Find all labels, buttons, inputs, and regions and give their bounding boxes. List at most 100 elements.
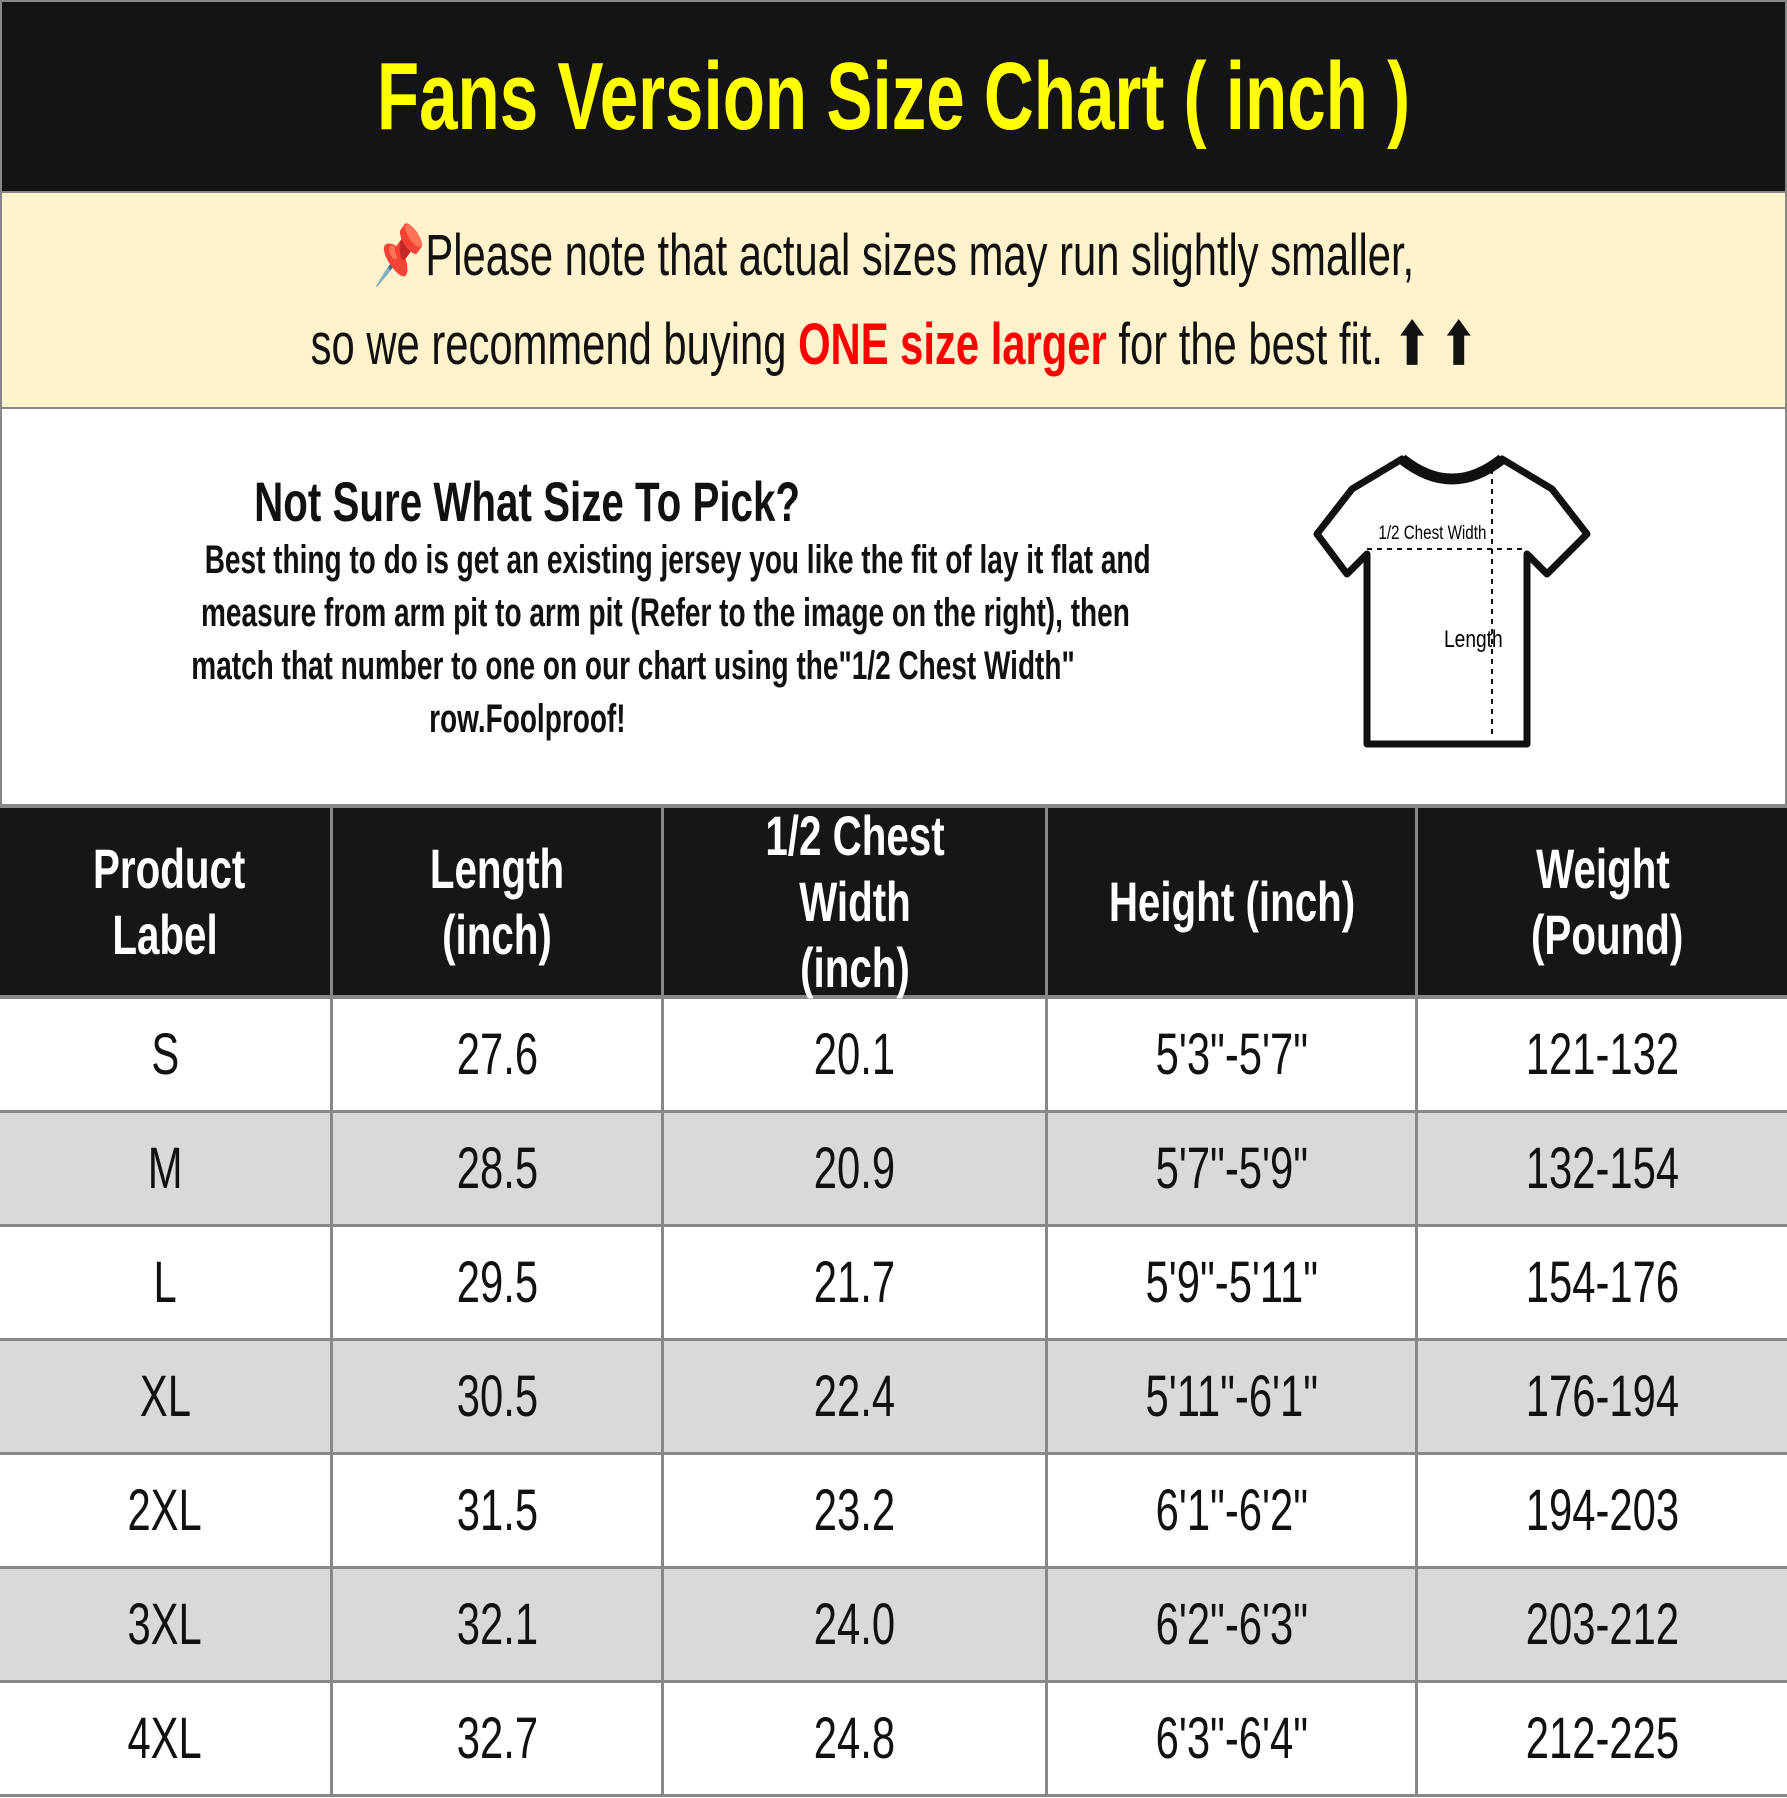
table-header: Product Label Length (inch) 1/2 Chest Wi… xyxy=(0,804,1787,999)
table-cell: 29.5 xyxy=(333,1227,664,1338)
cell-value: 31.5 xyxy=(456,1478,538,1543)
table-cell: 23.2 xyxy=(664,1455,1048,1566)
table-cell: 4XL xyxy=(0,1683,333,1794)
table-row: 2XL 31.5 23.2 6'1"-6'2" 194-203 xyxy=(0,1455,1787,1569)
cell-value: 5'3"-5'7" xyxy=(1155,1022,1308,1087)
table-cell: 5'7"-5'9" xyxy=(1048,1113,1418,1224)
table-cell: XL xyxy=(0,1341,333,1452)
cell-value: 203-212 xyxy=(1525,1592,1680,1657)
cell-value: 5'7"-5'9" xyxy=(1155,1136,1308,1201)
table-cell: 176-194 xyxy=(1418,1341,1787,1452)
table-cell: 20.1 xyxy=(664,999,1048,1110)
table-cell: 28.5 xyxy=(333,1113,664,1224)
cell-value: M xyxy=(147,1136,183,1201)
table-cell: 22.4 xyxy=(664,1341,1048,1452)
help-line: row.Foolproof! xyxy=(428,697,626,741)
cell-value: 6'3"-6'4" xyxy=(1155,1706,1308,1771)
table-cell: 194-203 xyxy=(1418,1455,1787,1566)
table-cell: 3XL xyxy=(0,1569,333,1680)
note-line-2-end: for the best fit. xyxy=(1106,312,1384,377)
help-line: measure from arm pit to arm pit (Refer t… xyxy=(201,591,1130,635)
note-line-1: Please note that actual sizes may run sl… xyxy=(425,223,1414,288)
table-cell: 24.8 xyxy=(664,1683,1048,1794)
table-cell: 32.1 xyxy=(333,1569,664,1680)
table-cell: 203-212 xyxy=(1418,1569,1787,1680)
table-cell: 6'3"-6'4" xyxy=(1048,1683,1418,1794)
column-header: Weight (Pound) xyxy=(1530,836,1683,966)
table-cell: 31.5 xyxy=(333,1455,664,1566)
table-row: L 29.5 21.7 5'9"-5'11" 154-176 xyxy=(0,1227,1787,1341)
length-label: Length xyxy=(1444,625,1503,653)
cell-value: 21.7 xyxy=(813,1250,896,1315)
table-cell: 20.9 xyxy=(664,1113,1048,1224)
column-header: Length (inch) xyxy=(429,836,565,966)
table-cell: 5'11"-6'1" xyxy=(1048,1341,1418,1452)
help-heading: Not Sure What Size To Pick? xyxy=(254,470,800,533)
cell-value: 5'9"-5'11" xyxy=(1145,1250,1318,1315)
table-cell: 32.7 xyxy=(333,1683,664,1794)
cell-value: 22.4 xyxy=(813,1364,896,1429)
cell-value: 2XL xyxy=(127,1478,203,1543)
size-table: Product Label Length (inch) 1/2 Chest Wi… xyxy=(0,804,1787,1798)
tshirt-diagram: 1/2 Chest Width Length xyxy=(1313,454,1591,748)
cell-value: XL xyxy=(139,1364,191,1429)
cell-value: 28.5 xyxy=(456,1136,538,1201)
cell-value: 6'2"-6'3" xyxy=(1155,1592,1308,1657)
help-line: Best thing to do is get an existing jers… xyxy=(204,538,1151,582)
cell-value: 29.5 xyxy=(456,1250,538,1315)
page-title: Fans Version Size Chart ( inch ) xyxy=(376,42,1411,150)
table-cell: 5'3"-5'7" xyxy=(1048,999,1418,1110)
table-cell: 212-225 xyxy=(1418,1683,1787,1794)
table-cell: M xyxy=(0,1113,333,1224)
cell-value: 3XL xyxy=(127,1592,203,1657)
cell-value: 32.7 xyxy=(456,1706,538,1771)
cell-value: 23.2 xyxy=(813,1478,896,1543)
cell-value: 194-203 xyxy=(1525,1478,1680,1543)
table-row: M 28.5 20.9 5'7"-5'9" 132-154 xyxy=(0,1113,1787,1227)
table-cell: 30.5 xyxy=(333,1341,664,1452)
table-cell: 24.0 xyxy=(664,1569,1048,1680)
table-cell: 121-132 xyxy=(1418,999,1787,1110)
table-cell: 5'9"-5'11" xyxy=(1048,1227,1418,1338)
cell-value: 32.1 xyxy=(456,1592,538,1657)
table-cell: 6'1"-6'2" xyxy=(1048,1455,1418,1566)
cell-value: 20.1 xyxy=(813,1022,896,1087)
cell-value: 176-194 xyxy=(1525,1364,1680,1429)
note-line-2: so we recommend buying xyxy=(310,312,799,377)
table-row: XL 30.5 22.4 5'11"-6'1" 176-194 xyxy=(0,1341,1787,1455)
cell-value: 154-176 xyxy=(1525,1250,1680,1315)
note-banner: 📌Please note that actual sizes may run s… xyxy=(0,193,1787,409)
cell-value: 27.6 xyxy=(456,1022,538,1087)
up-arrow-icon: ⬆ ⬆ xyxy=(1394,312,1477,377)
cell-value: 132-154 xyxy=(1525,1136,1680,1201)
table-cell: 27.6 xyxy=(333,999,664,1110)
cell-value: 24.8 xyxy=(813,1706,896,1771)
table-row: S 27.6 20.1 5'3"-5'7" 121-132 xyxy=(0,999,1787,1113)
table-cell: 154-176 xyxy=(1418,1227,1787,1338)
size-help-section: Not Sure What Size To Pick? Best thing t… xyxy=(0,409,1787,808)
table-cell: L xyxy=(0,1227,333,1338)
table-cell: 6'2"-6'3" xyxy=(1048,1569,1418,1680)
help-line: match that number to one on our chart us… xyxy=(191,644,1075,688)
cell-value: L xyxy=(153,1250,177,1315)
pushpin-icon: 📌 xyxy=(373,223,426,288)
table-cell: 132-154 xyxy=(1418,1113,1787,1224)
column-header: Height (inch) xyxy=(1108,869,1355,933)
cell-value: 24.0 xyxy=(813,1592,896,1657)
chest-width-label: 1/2 Chest Width xyxy=(1378,521,1486,543)
table-cell: 2XL xyxy=(0,1455,333,1566)
cell-value: 20.9 xyxy=(813,1136,896,1201)
cell-value: 212-225 xyxy=(1525,1706,1680,1771)
table-cell: S xyxy=(0,999,333,1110)
table-row: 4XL 32.7 24.8 6'3"-6'4" 212-225 xyxy=(0,1683,1787,1797)
note-highlight: ONE size larger xyxy=(798,312,1107,377)
title-banner: Fans Version Size Chart ( inch ) xyxy=(0,0,1787,193)
cell-value: 4XL xyxy=(127,1706,203,1771)
column-header: 1/2 Chest Width (inch) xyxy=(764,803,945,999)
table-cell: 21.7 xyxy=(664,1227,1048,1338)
cell-value: 121-132 xyxy=(1525,1022,1680,1087)
column-header: Product Label xyxy=(93,836,246,966)
cell-value: S xyxy=(151,1022,179,1087)
cell-value: 30.5 xyxy=(456,1364,538,1429)
cell-value: 5'11"-6'1" xyxy=(1145,1364,1318,1429)
